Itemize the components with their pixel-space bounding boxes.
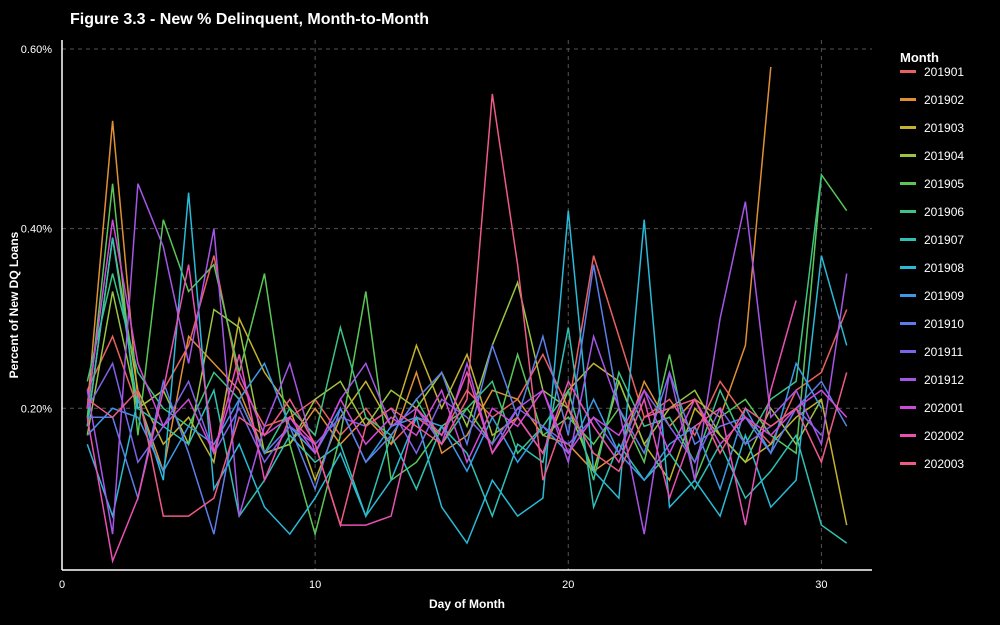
legend-swatch — [900, 154, 916, 157]
legend-swatch — [900, 294, 916, 297]
legend-swatch — [900, 434, 916, 437]
chart-title: Figure 3.3 - New % Delinquent, Month-to-… — [70, 11, 429, 28]
x-tick-label: 30 — [815, 579, 827, 591]
legend-title: Month — [900, 50, 939, 65]
legend-swatch — [900, 210, 916, 213]
legend-label: 201905 — [924, 177, 964, 191]
legend-label: 201910 — [924, 317, 964, 331]
chart-background — [0, 0, 1000, 625]
legend-label: 201904 — [924, 149, 964, 163]
y-tick-label: 0.40% — [21, 224, 52, 236]
line-chart: Figure 3.3 - New % Delinquent, Month-to-… — [0, 0, 1000, 625]
legend-label: 202002 — [924, 429, 964, 443]
legend-swatch — [900, 322, 916, 325]
y-axis-label: Percent of New DQ Loans — [7, 231, 21, 378]
x-axis-label: Day of Month — [429, 597, 505, 611]
legend-label: 201903 — [924, 121, 964, 135]
legend-label: 201907 — [924, 233, 964, 247]
legend-swatch — [900, 70, 916, 73]
legend-label: 202003 — [924, 457, 964, 471]
legend-swatch — [900, 98, 916, 101]
y-tick-label: 0.60% — [21, 44, 52, 56]
legend-label: 201912 — [924, 373, 964, 387]
legend-label: 201911 — [924, 345, 963, 359]
x-tick-label: 0 — [59, 579, 65, 591]
x-tick-label: 10 — [309, 579, 321, 591]
legend-swatch — [900, 462, 916, 465]
legend-swatch — [900, 378, 916, 381]
legend-swatch — [900, 182, 916, 185]
legend-swatch — [900, 266, 916, 269]
legend-swatch — [900, 238, 916, 241]
x-tick-label: 20 — [562, 579, 574, 591]
y-tick-label: 0.20% — [21, 403, 52, 415]
legend-swatch — [900, 406, 916, 409]
chart-container: Figure 3.3 - New % Delinquent, Month-to-… — [0, 0, 1000, 625]
legend-label: 201908 — [924, 261, 964, 275]
legend-swatch — [900, 126, 916, 129]
legend-label: 201906 — [924, 205, 964, 219]
legend-label: 202001 — [924, 401, 964, 415]
legend-label: 201901 — [924, 65, 964, 79]
legend-swatch — [900, 350, 916, 353]
legend-label: 201902 — [924, 93, 964, 107]
legend-label: 201909 — [924, 289, 964, 303]
